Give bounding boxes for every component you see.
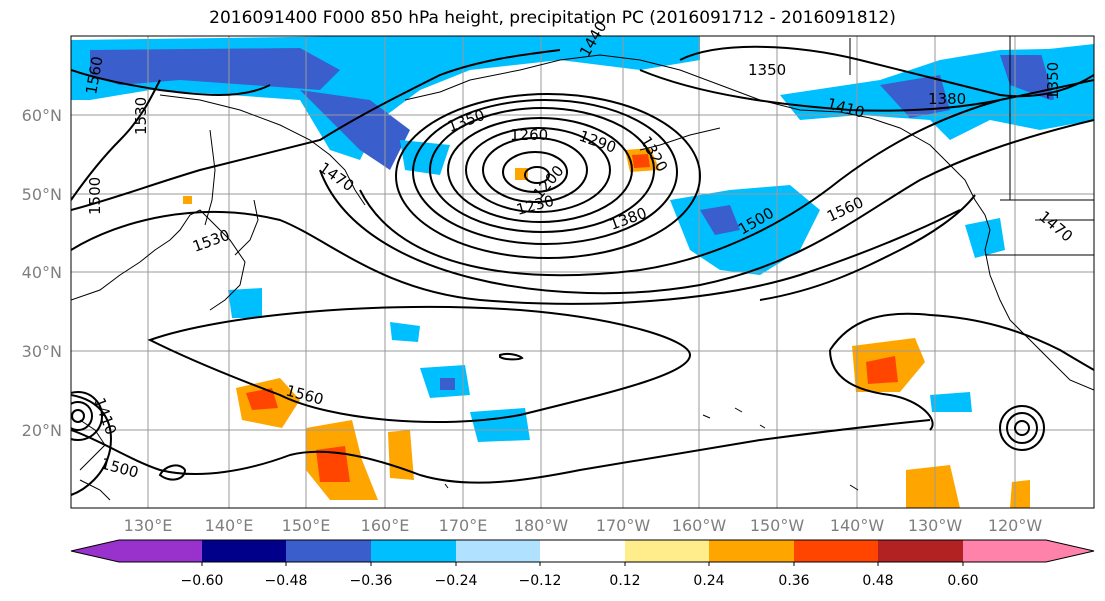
- contour-label: 1350: [1044, 62, 1062, 100]
- contour-label: 1530: [132, 97, 150, 135]
- lon-label: 120°W: [988, 516, 1043, 535]
- lon-label: 140°E: [205, 516, 254, 535]
- contour-label: 1350: [748, 61, 786, 79]
- colorbar-segment: [794, 540, 878, 562]
- colorbar-tick-label: 0.60: [947, 573, 978, 589]
- lon-label: 170°E: [439, 516, 488, 535]
- coastlines: [71, 36, 1094, 501]
- lat-label: 20°N: [22, 421, 62, 440]
- colorbar-tick-label: −0.60: [181, 573, 224, 589]
- colorbar-tick-label: −0.12: [519, 573, 562, 589]
- colorbar-tick-label: −0.24: [435, 573, 478, 589]
- colorbar-tick-label: −0.36: [350, 573, 393, 589]
- lon-label: 130°W: [908, 516, 963, 535]
- lon-label: 150°E: [282, 516, 331, 535]
- lat-label: 60°N: [22, 106, 62, 125]
- lon-label: 150°W: [750, 516, 805, 535]
- colorbar-segment: [625, 540, 709, 562]
- latitude-labels: 60°N 50°N 40°N 30°N 20°N: [22, 106, 62, 440]
- contour-label: 1260: [510, 126, 548, 144]
- colorbar-tick-label: 0.36: [778, 573, 809, 589]
- height-contours: [71, 45, 1094, 496]
- colorbar-segment: [540, 540, 625, 562]
- colorbar-tick-label: 0.48: [862, 573, 893, 589]
- lon-label: 180°W: [514, 516, 569, 535]
- lat-label: 50°N: [22, 185, 62, 204]
- contour-label: 1380: [928, 90, 966, 108]
- colorbar-segment: [709, 540, 794, 562]
- contour-label: 1500: [86, 177, 104, 215]
- colorbar-segment: [286, 540, 371, 562]
- lon-label: 160°E: [361, 516, 410, 535]
- map-title: 2016091400 F000 850 hPa height, precipit…: [209, 8, 896, 28]
- colorbar-segment: [71, 540, 202, 562]
- colorbar-ticks: −0.60 −0.48 −0.36 −0.24 −0.12 0.12 0.24 …: [181, 573, 979, 589]
- colorbar: [70, 539, 1095, 566]
- lon-label: 160°W: [672, 516, 727, 535]
- colorbar-tick-label: −0.48: [265, 573, 308, 589]
- colorbar-segment: [878, 540, 963, 562]
- lon-label: 130°E: [124, 516, 173, 535]
- lat-label: 40°N: [22, 263, 62, 282]
- colorbar-tick-label: 0.24: [693, 573, 724, 589]
- map-frame: [70, 35, 1095, 509]
- colorbar-segment: [963, 540, 1094, 562]
- longitude-labels: 130°E 140°E 150°E 160°E 170°E 180°W 170°…: [124, 516, 1043, 535]
- colorbar-tick-label: 0.12: [609, 573, 640, 589]
- colorbar-outline: [70, 539, 1095, 563]
- map-area: [71, 36, 1094, 508]
- lat-label: 30°N: [22, 342, 62, 361]
- lon-label: 170°W: [596, 516, 651, 535]
- colorbar-segment: [202, 540, 286, 562]
- lon-label: 140°W: [830, 516, 885, 535]
- colorbar-segment: [371, 540, 456, 562]
- colorbar-segment: [456, 540, 540, 562]
